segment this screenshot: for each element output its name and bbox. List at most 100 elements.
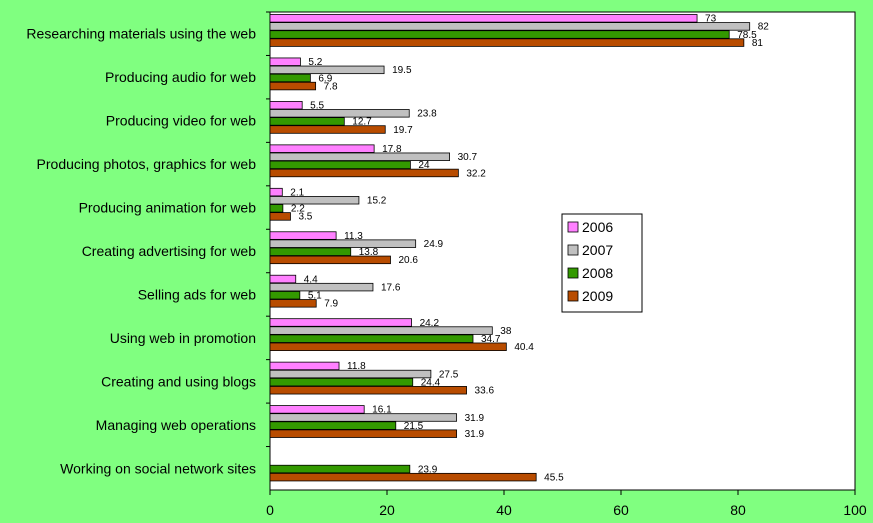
x-tick-label: 60 <box>613 502 629 518</box>
bar <box>269 204 284 213</box>
data-label: 24.9 <box>424 239 444 250</box>
legend-label: 2006 <box>582 219 613 235</box>
bar <box>269 109 410 118</box>
bar <box>269 429 458 438</box>
data-label: 21.5 <box>404 421 424 432</box>
category-label: Selling ads for web <box>138 286 257 302</box>
data-label: 20.6 <box>399 255 419 266</box>
bar <box>269 22 751 31</box>
data-label: 27.5 <box>439 369 459 380</box>
data-label: 23.8 <box>417 109 437 120</box>
category-label: Creating advertising for web <box>82 243 257 259</box>
bar <box>269 318 412 327</box>
data-label: 23.9 <box>418 464 438 475</box>
data-label: 40.4 <box>514 342 534 353</box>
data-label: 2.2 <box>291 204 305 215</box>
data-label: 73 <box>705 14 717 25</box>
bar <box>269 464 411 474</box>
category-label: Producing video for web <box>106 113 256 129</box>
data-label: 33.6 <box>475 386 495 397</box>
bar <box>269 386 467 395</box>
legend-label: 2008 <box>582 265 613 281</box>
bar <box>269 152 450 161</box>
bar <box>269 255 391 265</box>
legend-swatch <box>567 244 579 256</box>
data-label: 17.8 <box>382 144 402 155</box>
data-label: 19.7 <box>393 125 413 136</box>
bar <box>269 342 507 351</box>
x-tick-label: 0 <box>266 502 274 518</box>
bar <box>269 38 745 47</box>
data-label: 24.4 <box>421 377 441 388</box>
x-tick-label: 20 <box>379 502 395 518</box>
bar <box>269 239 417 248</box>
data-label: 6.9 <box>318 73 332 84</box>
bar <box>269 73 311 83</box>
bar <box>269 326 493 335</box>
category-label: Working on social network sites <box>60 460 256 476</box>
data-label: 32.2 <box>466 168 486 179</box>
x-tick-label: 80 <box>730 502 746 518</box>
category-label: Producing audio for web <box>105 69 256 85</box>
data-label: 81 <box>752 38 764 49</box>
bar <box>269 369 432 379</box>
data-label: 38 <box>500 326 512 337</box>
bar <box>269 168 459 178</box>
bar <box>269 196 360 205</box>
bar <box>269 231 337 240</box>
bar <box>269 405 365 414</box>
data-label: 30.7 <box>458 152 478 163</box>
bar <box>269 101 303 110</box>
data-label: 7.8 <box>324 81 338 92</box>
data-label: 31.9 <box>465 429 485 440</box>
bar <box>269 299 317 308</box>
bar <box>269 334 474 343</box>
category-label: Managing web operations <box>96 417 256 433</box>
bar <box>269 212 291 221</box>
data-label: 24 <box>418 160 430 171</box>
legend: 2006 2007 2008 2009 <box>561 213 643 313</box>
bar <box>269 81 317 91</box>
bar <box>269 247 352 256</box>
bar <box>269 291 301 300</box>
data-label: 19.5 <box>392 65 412 76</box>
bar <box>269 125 386 134</box>
data-label: 31.9 <box>465 413 485 424</box>
legend-label: 2007 <box>582 242 613 258</box>
data-label: 78.5 <box>737 30 757 41</box>
x-tick-label: 100 <box>843 502 867 518</box>
category-label: Researching materials using the web <box>26 26 256 42</box>
bar <box>269 65 385 75</box>
data-label: 2.1 <box>290 187 304 198</box>
category-label: Producing animation for web <box>79 200 257 216</box>
data-label: 82 <box>758 22 770 33</box>
bar <box>269 187 283 197</box>
bar <box>269 160 411 170</box>
bar <box>269 30 730 39</box>
data-label: 5.1 <box>308 291 322 302</box>
bar <box>269 282 374 292</box>
data-label: 5.2 <box>308 57 322 68</box>
data-label: 11.3 <box>344 231 363 242</box>
legend-swatch <box>567 221 579 233</box>
category-label: Using web in promotion <box>110 330 256 346</box>
data-label: 15.2 <box>367 196 387 207</box>
data-label: 11.8 <box>347 361 366 372</box>
bar <box>269 413 458 422</box>
data-label: 4.4 <box>304 274 318 285</box>
bar <box>269 274 297 284</box>
bar <box>269 57 301 66</box>
bar <box>269 377 414 387</box>
bar <box>269 144 375 153</box>
x-tick-label: 40 <box>496 502 512 518</box>
data-label: 16.1 <box>372 405 392 416</box>
category-label: Producing photos, graphics for web <box>37 156 257 172</box>
bar <box>269 421 397 430</box>
data-label: 7.9 <box>324 299 338 310</box>
bar <box>269 361 340 371</box>
legend-swatch <box>567 267 579 279</box>
bar <box>269 472 537 482</box>
legend-label: 2009 <box>582 288 613 304</box>
